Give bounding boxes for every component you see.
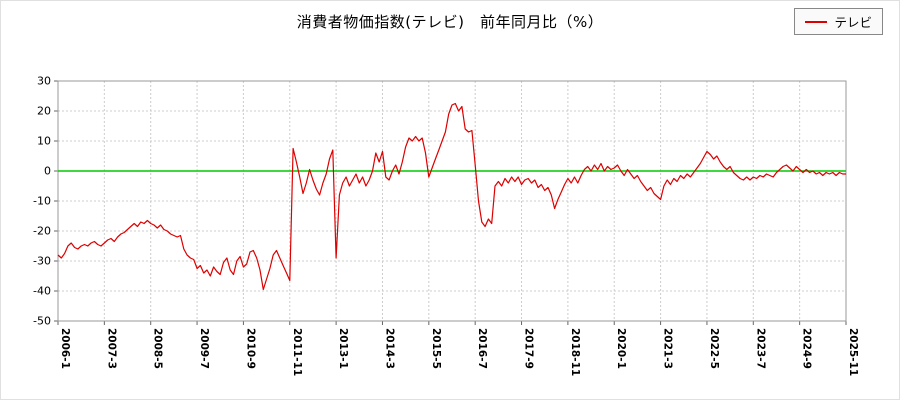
svg-text:10: 10	[37, 135, 51, 148]
chart-title: 消費者物価指数(テレビ) 前年同月比（%）	[296, 13, 604, 31]
svg-text:2024-9: 2024-9	[801, 328, 813, 369]
svg-text:2023-7: 2023-7	[754, 328, 766, 369]
svg-text:2010-9: 2010-9	[244, 328, 256, 369]
svg-text:2014-3: 2014-3	[383, 328, 395, 369]
svg-text:-50: -50	[33, 315, 51, 328]
svg-text:2022-5: 2022-5	[708, 328, 720, 369]
svg-text:2011-11: 2011-11	[291, 328, 303, 376]
svg-text:-20: -20	[33, 225, 51, 238]
svg-text:2018-11: 2018-11	[569, 328, 581, 376]
svg-text:30: 30	[37, 75, 51, 88]
svg-text:2009-7: 2009-7	[198, 328, 210, 369]
svg-text:2025-11: 2025-11	[847, 328, 859, 376]
svg-text:2013-1: 2013-1	[337, 328, 349, 369]
svg-text:-10: -10	[33, 195, 51, 208]
legend: テレビ	[794, 8, 883, 35]
svg-text:-30: -30	[33, 255, 51, 268]
svg-text:2017-9: 2017-9	[523, 328, 535, 369]
svg-text:2008-5: 2008-5	[152, 328, 164, 369]
svg-text:2020-1: 2020-1	[615, 328, 627, 369]
svg-text:-40: -40	[33, 285, 51, 298]
svg-text:20: 20	[37, 105, 51, 118]
svg-text:2015-5: 2015-5	[430, 328, 442, 369]
svg-text:2016-7: 2016-7	[476, 328, 488, 369]
svg-text:2021-3: 2021-3	[662, 328, 674, 369]
svg-text:2007-3: 2007-3	[105, 328, 117, 369]
legend-line-icon	[805, 20, 828, 23]
svg-text:2006-1: 2006-1	[59, 328, 71, 369]
svg-text:0: 0	[44, 165, 51, 178]
legend-label: テレビ	[834, 15, 872, 30]
